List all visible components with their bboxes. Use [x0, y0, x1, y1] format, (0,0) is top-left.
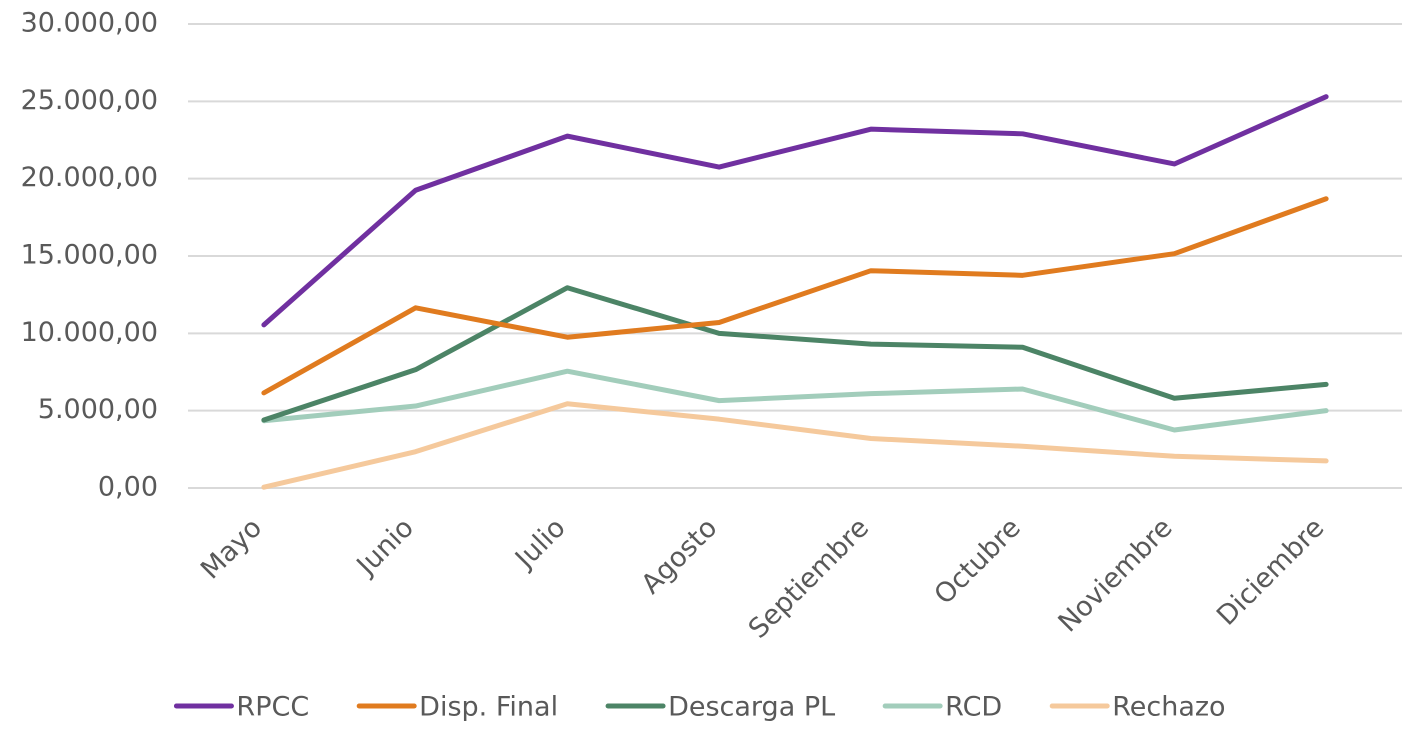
series-line: [261, 368, 1329, 433]
legend-label: Descarga PL: [668, 692, 835, 723]
series-line: [261, 401, 1329, 490]
y-tick-label: 0,00: [98, 472, 158, 503]
x-tick-label: Octubre: [929, 512, 1027, 610]
legend-label: RPCC: [236, 692, 309, 723]
legend-item: Rechazo: [1049, 692, 1226, 723]
legend-label: Disp. Final: [419, 692, 558, 723]
x-tick-label: Noviembre: [1052, 512, 1178, 638]
x-tick-label: Mayo: [195, 512, 268, 585]
series-line: [261, 94, 1329, 328]
y-tick-label: 30.000,00: [21, 8, 158, 39]
legend-label: Rechazo: [1112, 692, 1225, 723]
x-tick-label: Agosto: [635, 512, 723, 600]
legend-label: RCD: [945, 692, 1002, 723]
y-tick-label: 10.000,00: [21, 317, 158, 348]
legend-item: Descarga PL: [605, 692, 835, 723]
y-tick-label: 15.000,00: [21, 240, 158, 271]
legend-item: RPCC: [173, 692, 309, 723]
series-line: [261, 196, 1329, 396]
x-tick-label: Junio: [350, 512, 420, 582]
x-tick-label: Septiembre: [743, 512, 875, 644]
y-tick-label: 5.000,00: [38, 394, 158, 425]
legend-item: Disp. Final: [356, 692, 558, 723]
legend-item: RCD: [882, 692, 1002, 723]
y-tick-label: 25.000,00: [21, 85, 158, 116]
series-line: [261, 285, 1329, 423]
x-tick-label: Diciembre: [1211, 512, 1330, 631]
x-tick-label: Julio: [508, 512, 571, 575]
y-tick-label: 20.000,00: [21, 162, 158, 193]
